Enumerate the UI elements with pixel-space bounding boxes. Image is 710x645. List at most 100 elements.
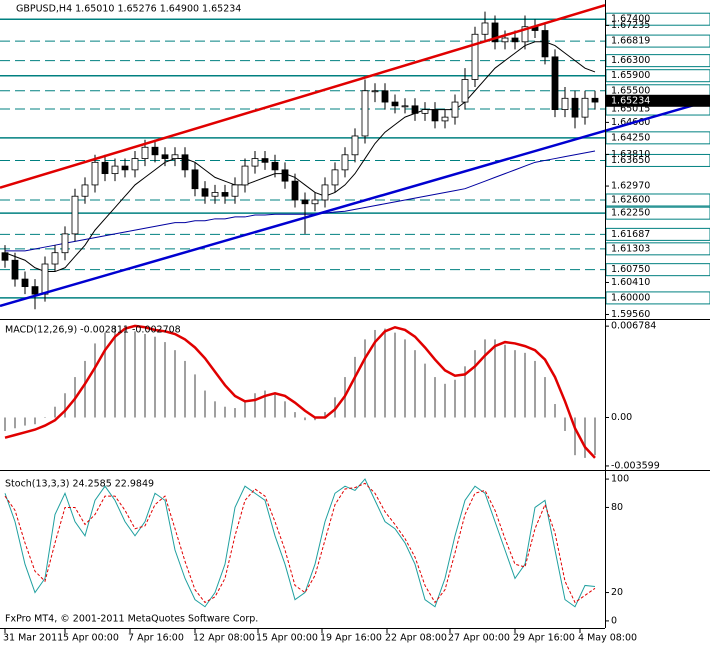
histogram-bar — [184, 360, 186, 418]
overlay: 1.67400 1.66819 1.66300 1.65900 1.65500 1.650… — [0, 12, 710, 644]
candle-body — [51, 252, 59, 265]
histogram-bar — [354, 356, 356, 418]
candle-body — [341, 154, 349, 171]
candle-body — [351, 135, 359, 156]
histogram-bar — [174, 350, 176, 418]
histogram-bar — [524, 352, 526, 418]
candle-body — [251, 158, 259, 167]
candle-body — [161, 154, 169, 159]
histogram-bar — [464, 366, 466, 418]
candle-body — [151, 146, 159, 156]
candle-body — [11, 259, 19, 280]
y-tick-label: 1.63810 — [611, 149, 650, 160]
histogram-bar — [404, 339, 406, 418]
candle-body — [541, 30, 549, 58]
copyright: FxPro MT4, © 2001-2011 MetaQuotes Softwa… — [5, 614, 258, 625]
level-label: 1.60000 — [611, 292, 650, 303]
candle-body — [1, 252, 9, 261]
level-label: 1.65500 — [611, 85, 650, 96]
histogram-bar — [434, 377, 436, 418]
indicator-title: MACD(12,26,9) -0.002811 -0.002708 — [5, 325, 181, 336]
candle-body — [511, 37, 519, 43]
histogram-bar — [554, 404, 556, 418]
histogram-bar — [94, 343, 96, 418]
candle-body — [171, 154, 179, 159]
candle-body — [101, 161, 109, 175]
indicator-line — [4, 41, 596, 273]
last-price-box — [606, 94, 710, 107]
histogram-bar — [114, 325, 116, 418]
candle-body — [311, 199, 319, 205]
candle-body — [401, 105, 409, 108]
x-tick-label: 4 May 08:00 — [578, 633, 637, 644]
x-tick-label: 12 Apr 08:00 — [193, 633, 255, 644]
candle-body — [331, 169, 339, 186]
candle-body — [581, 97, 589, 118]
indicator-title: Stoch(13,3,3) 24.2585 22.9849 — [5, 479, 154, 490]
x-tick-label: 5 Apr 00:00 — [63, 633, 119, 644]
histogram-bar — [384, 328, 386, 418]
histogram-bar — [564, 417, 566, 431]
candle-body — [361, 90, 369, 137]
trendline — [0, 99, 710, 308]
candle-body — [191, 169, 199, 190]
x-tick-label: 29 Apr 16:00 — [513, 633, 575, 644]
candle-body — [21, 278, 29, 288]
histogram-bar — [364, 339, 366, 418]
candle-body — [521, 26, 529, 43]
histogram-bar — [324, 412, 326, 418]
histogram-bar — [484, 339, 486, 418]
candle-body — [421, 109, 429, 114]
candle-body — [71, 195, 79, 235]
candle-body — [391, 101, 399, 107]
histogram-bar — [594, 417, 596, 456]
histogram-bar — [264, 390, 266, 418]
candle-body — [491, 22, 499, 43]
histogram-bar — [444, 383, 446, 418]
histogram-bar — [574, 417, 576, 456]
trendline — [0, 3, 605, 189]
candle-body — [41, 263, 49, 295]
histogram-bar — [54, 406, 56, 418]
candle-body — [241, 165, 249, 186]
histogram-bar — [414, 350, 416, 418]
candle-body — [281, 169, 289, 182]
candle-body — [211, 192, 219, 197]
x-tick-label: 22 Apr 08:00 — [385, 633, 447, 644]
histogram-bar — [134, 331, 136, 418]
level-label: 1.63650 — [611, 155, 650, 166]
y-tick-label: 1.60410 — [611, 277, 650, 288]
histogram-bar — [104, 332, 106, 418]
candle-body — [121, 165, 129, 171]
candle-body — [291, 180, 299, 201]
candle-body — [181, 154, 189, 171]
histogram-bar — [494, 339, 496, 418]
indicator-line — [4, 324, 596, 459]
candle-body — [141, 146, 149, 159]
chart-title: GBPUSD,H4 1.65010 1.65276 1.64900 1.6523… — [16, 4, 241, 15]
histogram-bar — [514, 350, 516, 418]
y-tick-label: 0 — [611, 615, 617, 626]
histogram-bar — [544, 377, 546, 418]
last-price-label: 1.65234 — [611, 95, 650, 106]
y-tick-label: 1.59560 — [611, 309, 650, 320]
histogram-bar — [454, 379, 456, 418]
candle-body — [231, 184, 239, 197]
y-tick-label: 1.62970 — [611, 181, 650, 192]
histogram-bar — [314, 417, 316, 421]
y-tick-label: 20 — [611, 587, 623, 598]
candle-body — [571, 97, 579, 118]
x-tick-label: 7 Apr 16:00 — [128, 633, 184, 644]
histogram-bar — [424, 363, 426, 418]
histogram-bar — [224, 406, 226, 418]
histogram-bar — [244, 401, 246, 418]
candle-body — [321, 184, 329, 201]
candle-body — [481, 22, 489, 35]
histogram-bar — [534, 360, 536, 418]
candle-body — [31, 286, 39, 295]
level-label: 1.66300 — [611, 55, 650, 66]
indicator-line — [4, 478, 596, 608]
candle-body — [371, 90, 379, 93]
candle-body — [201, 188, 209, 197]
